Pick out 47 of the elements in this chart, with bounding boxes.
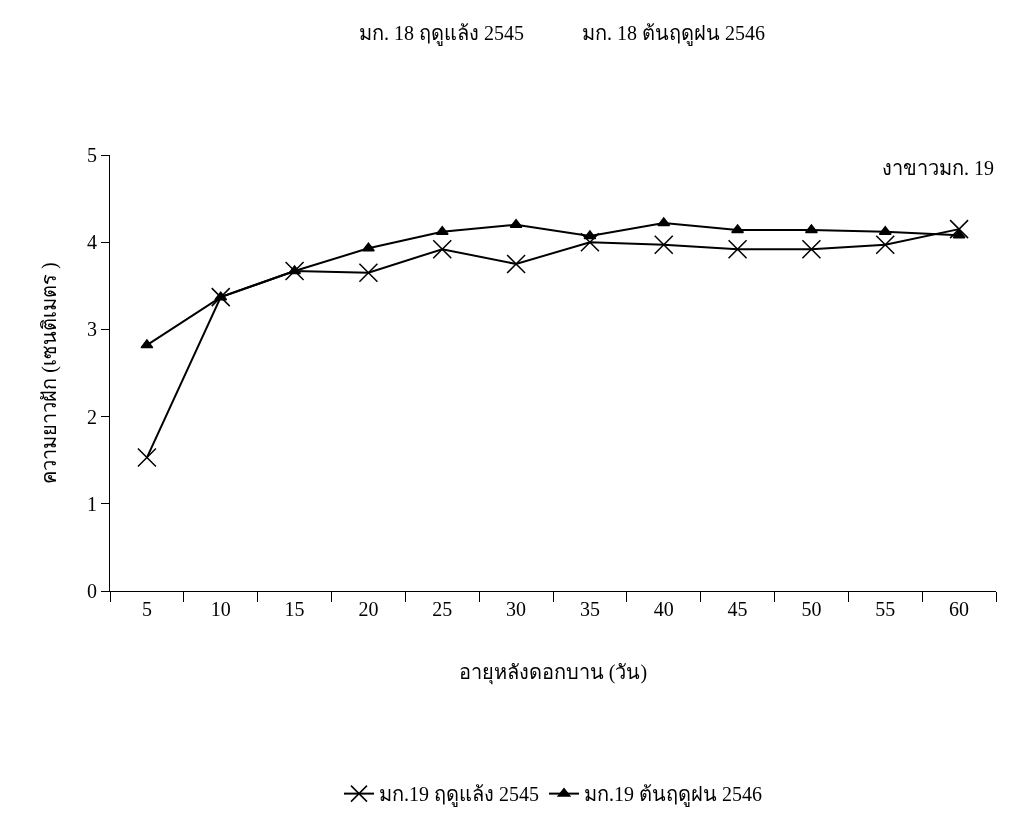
text: มก. 18 ต้นฤดูฝน 2546 xyxy=(582,22,765,46)
y-tick-label: 1 xyxy=(87,492,97,515)
x-tick-label: 20 xyxy=(358,598,379,620)
point xyxy=(654,235,674,255)
y-tick-label: 0 xyxy=(87,580,97,602)
x-tick-label: 25 xyxy=(432,598,453,620)
point xyxy=(731,224,745,234)
point xyxy=(435,225,449,235)
y-tick-label: 4 xyxy=(87,231,97,254)
point xyxy=(288,265,302,275)
point xyxy=(284,261,305,281)
point xyxy=(583,230,597,240)
legend-label: มก.19 ฤดูแล้ง 2545 xyxy=(379,783,539,808)
y-tick-label: 5 xyxy=(87,144,97,166)
point xyxy=(361,242,375,252)
x-tick-label: 35 xyxy=(579,598,600,620)
annotation: งาขาวมก. 19 xyxy=(882,157,994,179)
point xyxy=(506,254,526,274)
x-tick-label: 5 xyxy=(141,598,152,620)
point xyxy=(137,447,157,468)
x-tick-label: 15 xyxy=(284,598,305,620)
x-tick-label: 10 xyxy=(210,598,231,620)
point xyxy=(878,225,892,235)
point xyxy=(657,217,671,227)
x-tick-label: 60 xyxy=(949,598,970,620)
point xyxy=(140,339,154,349)
point xyxy=(952,229,966,239)
y-tick-label: 3 xyxy=(87,318,97,341)
x-tick-label: 30 xyxy=(506,598,527,620)
point xyxy=(358,262,379,283)
point xyxy=(801,239,822,259)
point xyxy=(432,239,452,259)
x-tick-label: 50 xyxy=(801,598,822,620)
y-axis-title: ความยาวฝัก (เซนติเมตร ) xyxy=(37,262,61,484)
x-tick-label: 55 xyxy=(875,598,896,620)
x-tick-label: 45 xyxy=(727,598,748,620)
point xyxy=(509,219,523,229)
point xyxy=(875,235,895,255)
y-tick-label: 2 xyxy=(87,405,97,428)
x-axis-title: อายุหลังดอกบาน (วัน) xyxy=(458,660,648,685)
point xyxy=(727,239,748,259)
point xyxy=(949,219,969,239)
x-tick-label: 40 xyxy=(653,598,674,620)
legend-label: มก.19 ต้นฤดูฝน 2546 xyxy=(584,783,762,808)
text: มก. 18 ฤดูแล้ง 2545 xyxy=(359,22,524,46)
point xyxy=(804,224,818,234)
point xyxy=(580,232,600,252)
